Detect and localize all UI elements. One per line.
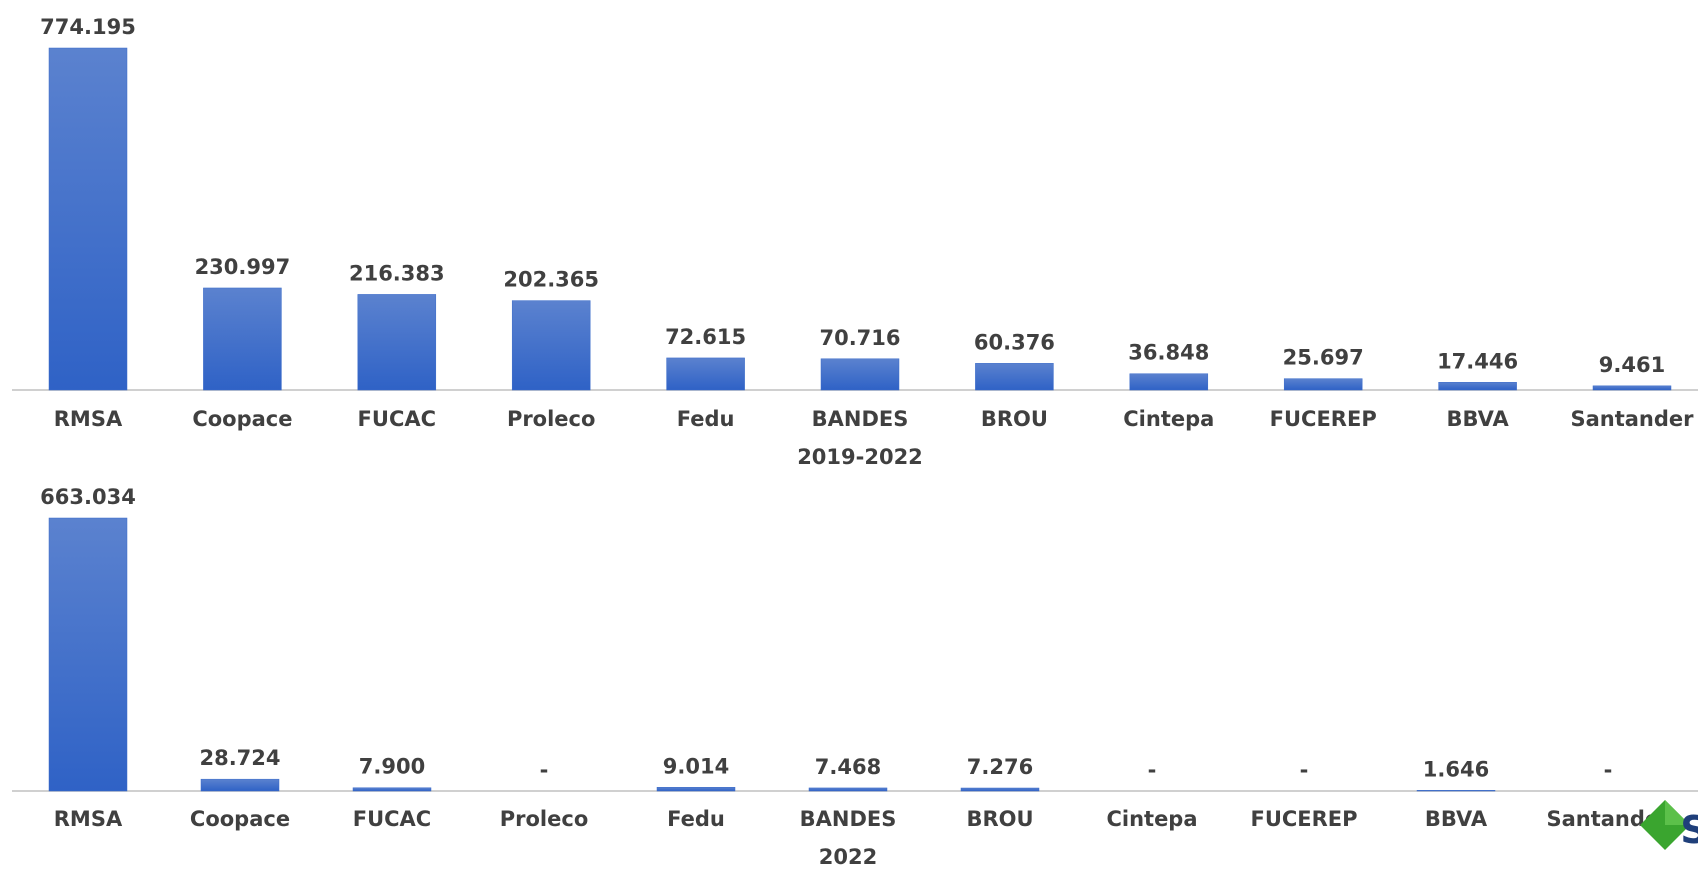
x-tick-label: BBVA [1446, 407, 1509, 431]
x-tick-label: Cintepa [1106, 807, 1197, 831]
x-tick-label: RMSA [54, 807, 123, 831]
x-tick-label: FUCAC [353, 807, 431, 831]
data-label: 202.365 [503, 268, 599, 292]
x-tick-label: Proleco [500, 807, 589, 831]
x-tick-label: Santander [1570, 407, 1694, 431]
x-tick-label: Coopace [190, 807, 290, 831]
bar [511, 300, 591, 391]
x-tick-label: Cintepa [1123, 407, 1214, 431]
data-label: 70.716 [819, 326, 900, 350]
data-label: 1.646 [1423, 757, 1489, 781]
x-tick-label: BROU [981, 407, 1048, 431]
bar [1283, 378, 1363, 391]
data-label: - [540, 758, 549, 782]
x-tick-label: FUCEREP [1270, 407, 1377, 431]
chart-title: 2022 [819, 845, 877, 869]
x-tick-label: BBVA [1425, 807, 1488, 831]
x-tick-label: Coopace [192, 407, 292, 431]
data-label: 9.461 [1599, 353, 1665, 377]
bar [352, 787, 432, 792]
x-tick-label: Proleco [507, 407, 596, 431]
data-label: 60.376 [974, 330, 1055, 354]
x-tick-label: FUCEREP [1250, 807, 1357, 831]
bar [357, 294, 437, 391]
data-label: 663.034 [40, 485, 136, 509]
logo: S [1640, 800, 1698, 852]
x-tick-label: Fedu [677, 407, 735, 431]
bar [820, 358, 900, 391]
data-label: 28.724 [199, 746, 280, 770]
data-label: 17.446 [1437, 349, 1518, 373]
bar [808, 787, 888, 792]
bar [666, 357, 745, 391]
x-tick-label: BANDES [800, 807, 897, 831]
bar [48, 517, 128, 792]
data-label: 774.195 [40, 15, 136, 39]
chart-title: 2019-2022 [797, 445, 923, 469]
x-tick-label: FUCAC [358, 407, 436, 431]
data-label: - [1148, 758, 1157, 782]
data-label: - [1604, 758, 1613, 782]
data-label: 230.997 [195, 255, 291, 279]
data-label: 7.468 [815, 755, 881, 779]
x-tick-label: RMSA [54, 407, 123, 431]
bar [656, 787, 736, 792]
data-label: 7.900 [359, 755, 425, 779]
bar [975, 363, 1054, 391]
x-tick-label: BROU [966, 807, 1033, 831]
bar [1416, 790, 1496, 792]
bar [200, 778, 280, 792]
data-label: - [1300, 758, 1309, 782]
bar [960, 787, 1040, 792]
data-label: 7.276 [967, 755, 1033, 779]
data-label: 9.014 [663, 754, 729, 778]
bar [48, 47, 128, 391]
bar [1129, 373, 1209, 391]
bar [203, 287, 282, 391]
data-label: 72.615 [665, 325, 746, 349]
bar [1592, 385, 1672, 391]
bar [1438, 382, 1517, 391]
data-label: 25.697 [1283, 346, 1364, 370]
x-tick-label: BANDES [812, 407, 909, 431]
data-label: 36.848 [1128, 341, 1209, 365]
data-label: 216.383 [349, 261, 445, 285]
x-tick-label: Fedu [667, 807, 725, 831]
svg-text:S: S [1680, 808, 1698, 852]
